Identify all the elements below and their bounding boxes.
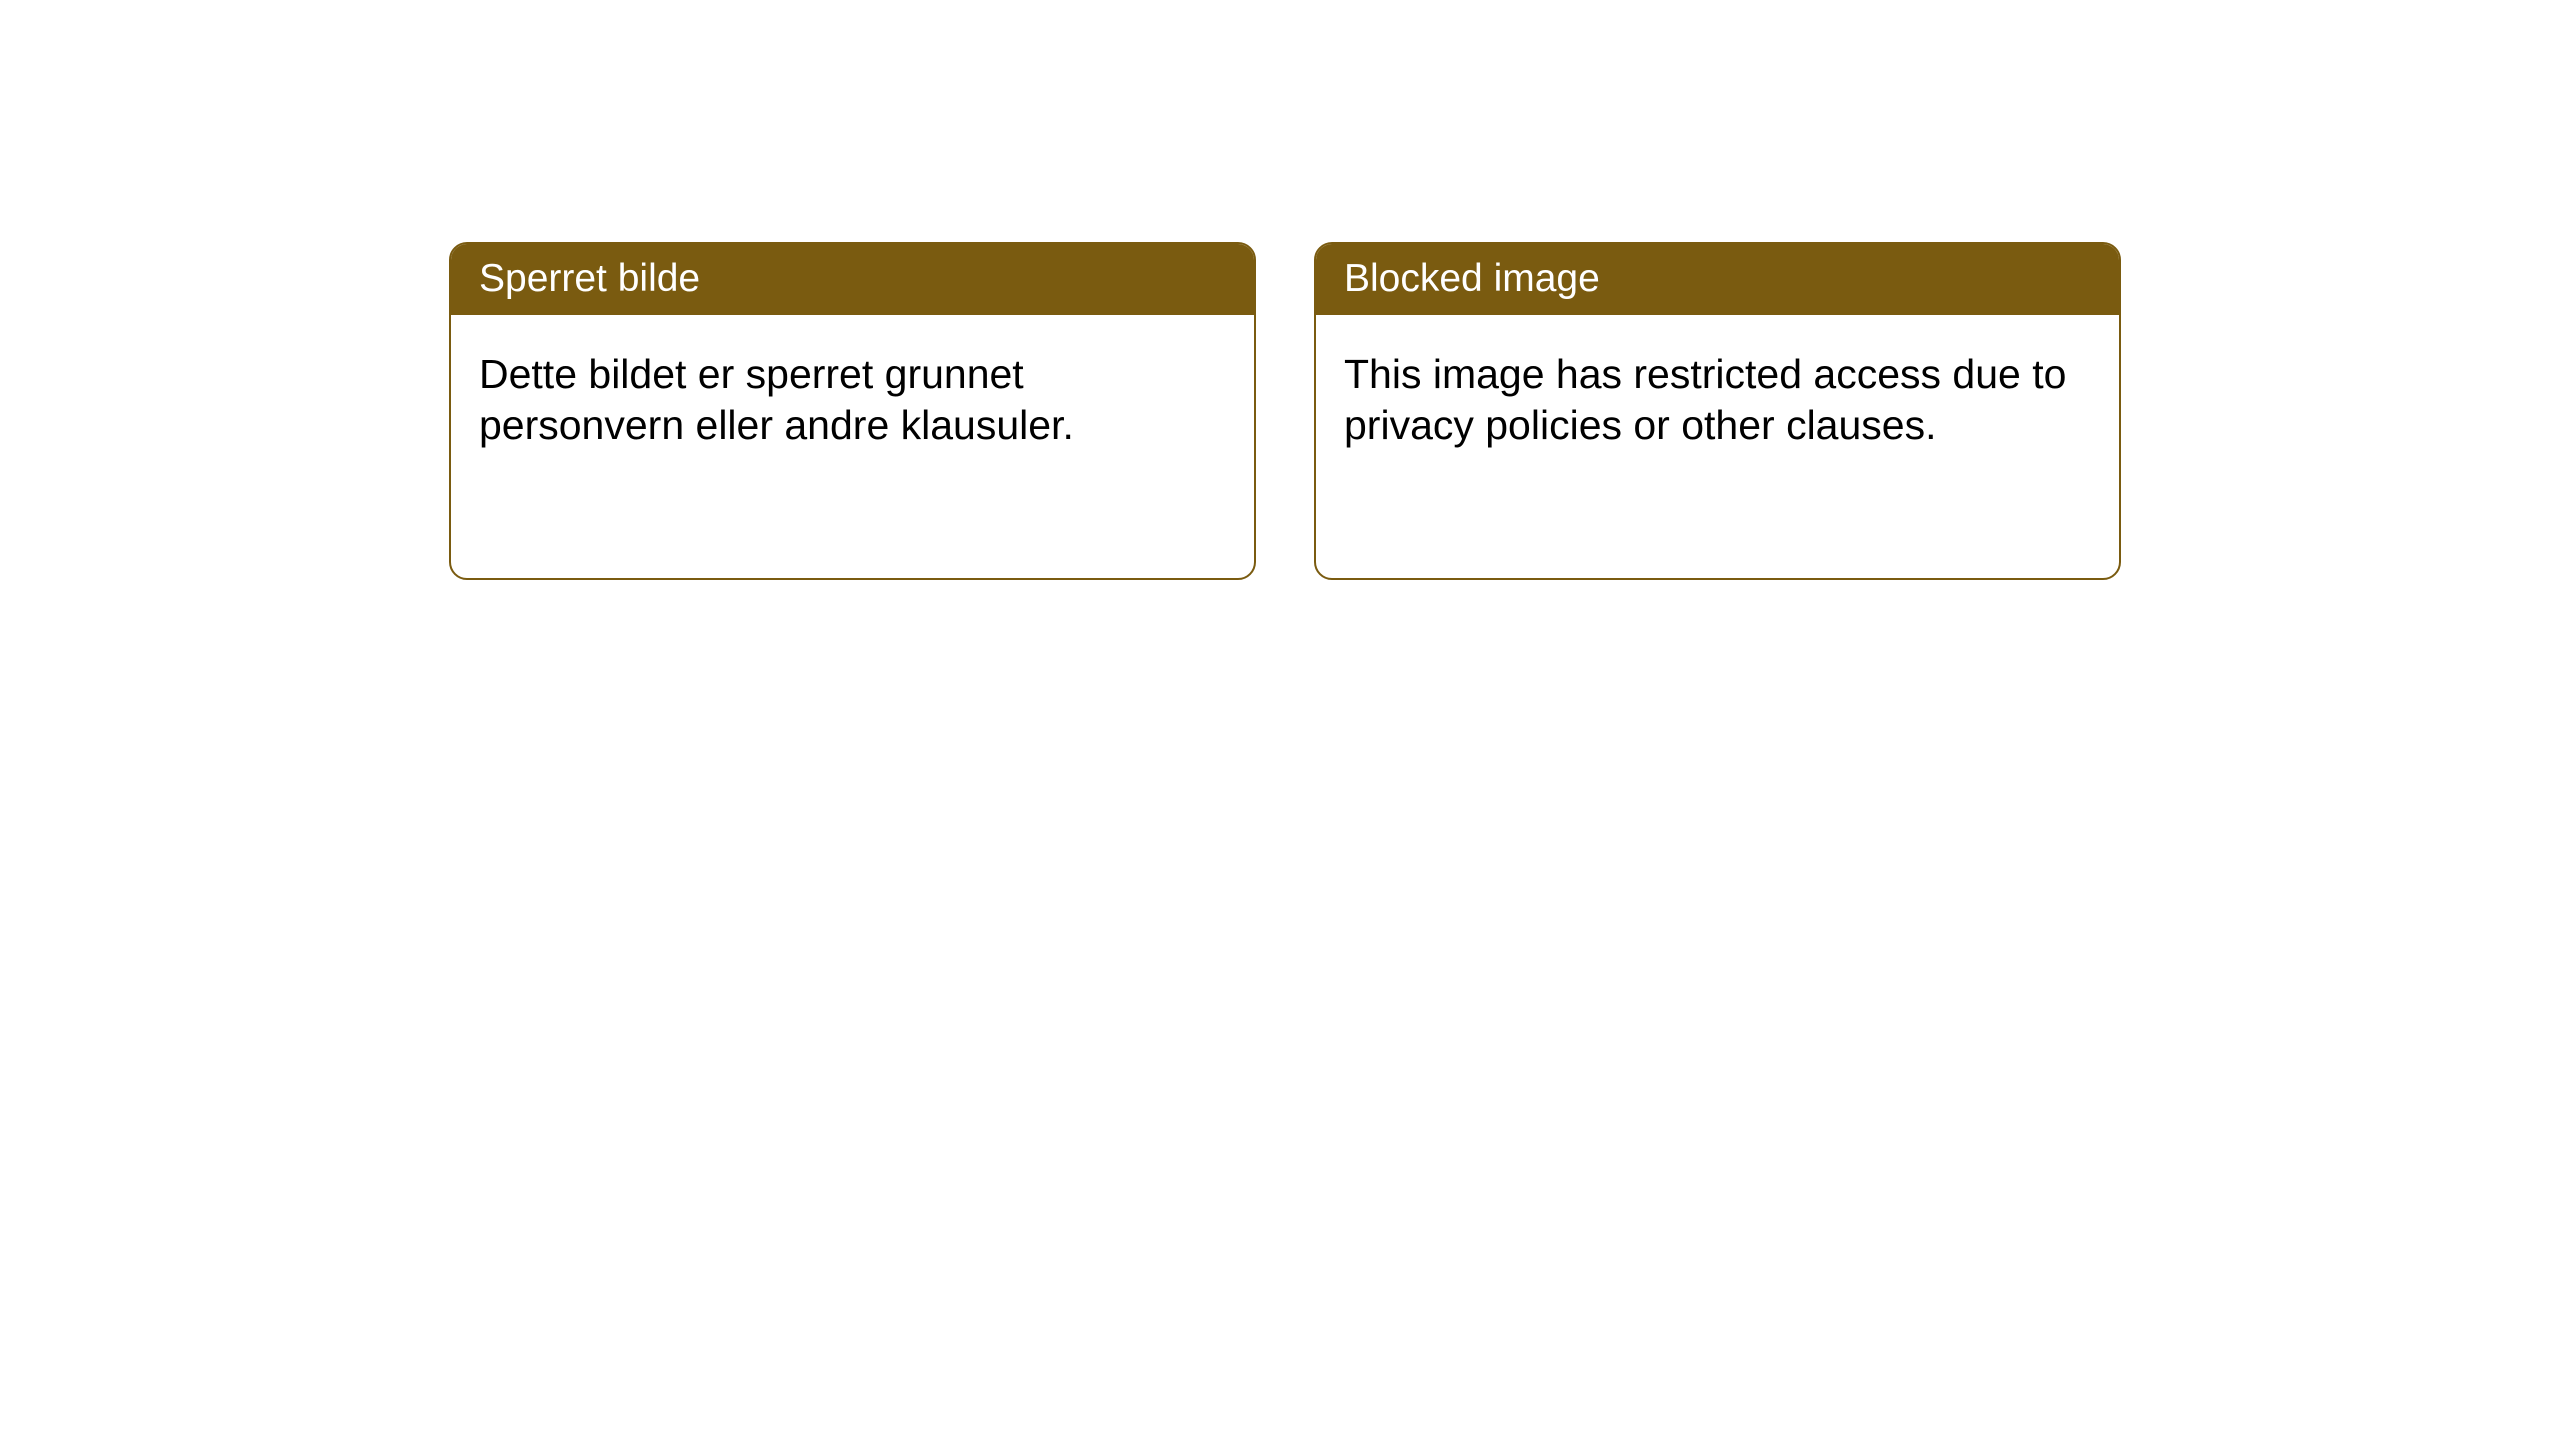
notice-header-english: Blocked image xyxy=(1316,244,2119,315)
notice-body-english: This image has restricted access due to … xyxy=(1316,315,2119,486)
notice-header-norwegian: Sperret bilde xyxy=(451,244,1254,315)
notice-card-english: Blocked image This image has restricted … xyxy=(1314,242,2121,580)
notice-container: Sperret bilde Dette bildet er sperret gr… xyxy=(449,242,2121,580)
notice-body-norwegian: Dette bildet er sperret grunnet personve… xyxy=(451,315,1254,486)
notice-card-norwegian: Sperret bilde Dette bildet er sperret gr… xyxy=(449,242,1256,580)
